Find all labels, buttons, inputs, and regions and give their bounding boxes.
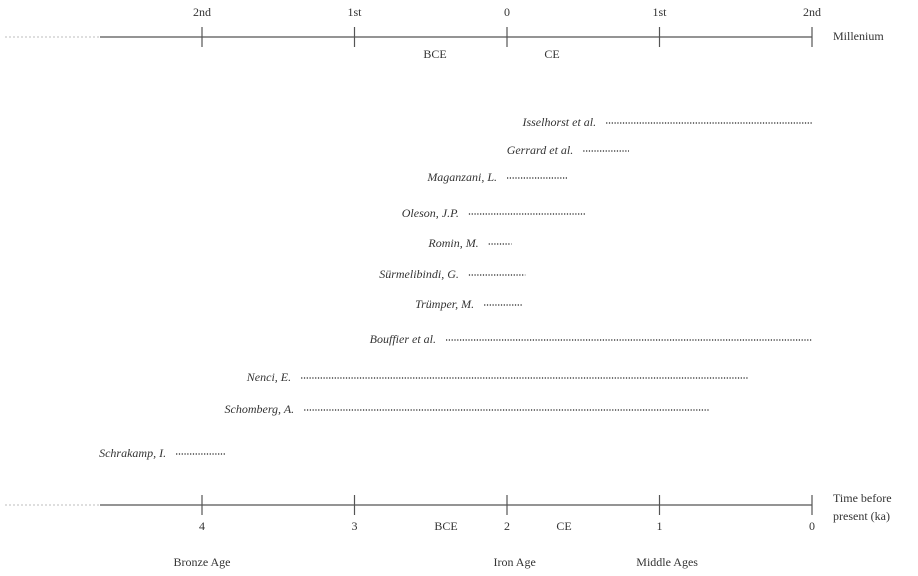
- range-label: Sürmelibindi, G.: [379, 267, 459, 281]
- range-rows: Isselhorst et al. Gerrard et al. Maganzani…: [99, 115, 812, 460]
- top-axis-ticks: 2nd 1st 0 1st 2nd: [193, 5, 821, 47]
- range-label: Romin, M.: [427, 236, 478, 250]
- range-row: Oleson, J.P.: [402, 206, 587, 220]
- range-row: Trümper, M.: [415, 297, 523, 311]
- range-row: Romin, M.: [427, 236, 512, 250]
- range-row: Maganzani, L.: [426, 170, 568, 184]
- range-row: Gerrard et al.: [507, 143, 629, 157]
- bottom-axis-tick-label: 4: [199, 519, 205, 533]
- top-axis-tick-label: 1st: [347, 5, 362, 19]
- top-axis-ce-label: CE: [544, 47, 559, 61]
- range-row: Bouffier et al.: [370, 332, 812, 346]
- range-label: Schomberg, A.: [225, 402, 295, 416]
- range-label: Bouffier et al.: [370, 332, 436, 346]
- range-row: Isselhorst et al.: [521, 115, 812, 129]
- range-label: Oleson, J.P.: [402, 206, 459, 220]
- range-row: Sürmelibindi, G.: [379, 267, 526, 281]
- range-label: Isselhorst et al.: [521, 115, 596, 129]
- bottom-axis-tick-label: 3: [352, 519, 358, 533]
- range-label: Nenci, E.: [246, 370, 291, 384]
- bottom-axis-unit-label-line1: Time before: [833, 491, 892, 505]
- period-labels: Bronze Age Iron Age Middle Ages: [174, 555, 699, 569]
- top-axis-tick-label: 0: [504, 5, 510, 19]
- range-label: Schrakamp, I.: [99, 446, 166, 460]
- range-row: Nenci, E.: [246, 370, 748, 384]
- top-axis-tick-label: 2nd: [193, 5, 211, 19]
- bottom-axis-unit-label-line2: present (ka): [833, 509, 890, 523]
- period-label: Bronze Age: [174, 555, 231, 569]
- range-label: Maganzani, L.: [426, 170, 497, 184]
- bottom-axis-tick-label: 0: [809, 519, 815, 533]
- bottom-axis-ticks: 4 3 2 1 0: [199, 495, 815, 533]
- range-row: Schrakamp, I.: [99, 446, 225, 460]
- bottom-axis: 4 3 2 1 0 BCE CE Time before present (ka): [5, 491, 892, 533]
- top-axis: 2nd 1st 0 1st 2nd BCE CE Millenium: [5, 5, 884, 61]
- bottom-axis-tick-label: 2: [504, 519, 510, 533]
- range-label: Gerrard et al.: [507, 143, 574, 157]
- period-label: Iron Age: [493, 555, 535, 569]
- top-axis-bce-label: BCE: [423, 47, 446, 61]
- bottom-axis-tick-label: 1: [657, 519, 663, 533]
- top-axis-tick-label: 1st: [652, 5, 667, 19]
- top-axis-tick-label: 2nd: [803, 5, 821, 19]
- range-row: Schomberg, A.: [225, 402, 710, 416]
- period-label: Middle Ages: [636, 555, 698, 569]
- top-axis-unit-label: Millenium: [833, 29, 884, 43]
- bottom-axis-ce-label: CE: [556, 519, 571, 533]
- range-label: Trümper, M.: [415, 297, 474, 311]
- bottom-axis-bce-label: BCE: [434, 519, 457, 533]
